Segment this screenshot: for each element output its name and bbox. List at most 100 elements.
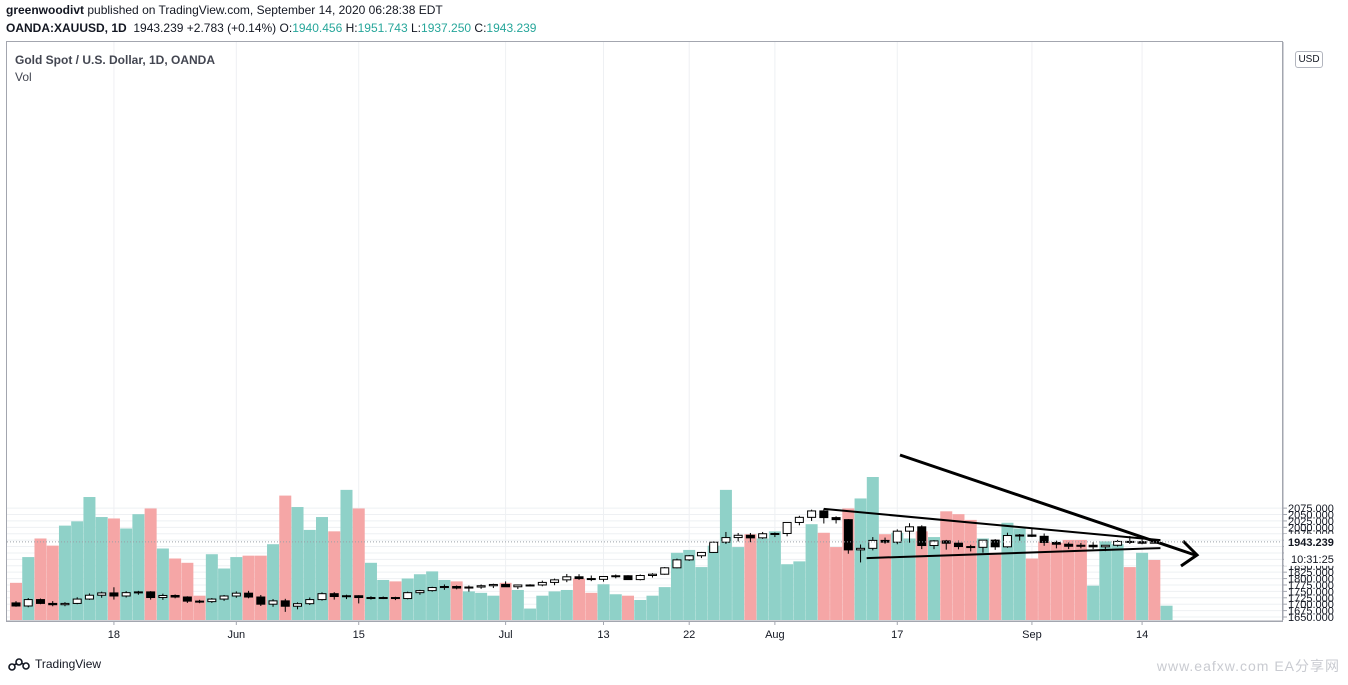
open-label: O: <box>279 21 293 35</box>
candle-down <box>745 534 755 539</box>
volume-bar <box>462 591 475 620</box>
candle-up <box>550 579 560 583</box>
candle-up <box>488 583 498 587</box>
volume-bar <box>328 531 341 620</box>
volume-bar <box>1013 528 1026 620</box>
volume-legend[interactable]: Vol <box>15 70 32 84</box>
candle-down <box>990 539 1000 548</box>
candle-down <box>623 575 633 581</box>
footer-brand[interactable]: TradingView <box>8 657 101 671</box>
volume-bar <box>670 552 683 620</box>
currency-button[interactable]: USD <box>1295 51 1323 68</box>
series-legend[interactable]: Gold Spot / U.S. Dollar, 1D, OANDA <box>15 53 216 67</box>
volume-bar <box>1136 552 1149 620</box>
volume-bar <box>1074 539 1087 620</box>
volume-bar <box>976 538 989 620</box>
volume-bar <box>658 587 671 620</box>
candle-up <box>378 597 388 600</box>
candle-up <box>868 539 878 549</box>
candle-down <box>917 526 927 547</box>
volume-bar <box>781 564 794 620</box>
bar-countdown: 10:31:25 <box>1291 554 1334 566</box>
volume-bar <box>817 532 830 620</box>
price-tick-label: 1725.000 <box>1288 593 1334 605</box>
candle-up <box>905 526 915 532</box>
candle-up <box>207 598 217 603</box>
candle-down <box>146 591 156 599</box>
candle-up <box>1015 534 1025 537</box>
volume-bar <box>964 519 977 620</box>
price-tick-label: 2025.000 <box>1288 516 1334 528</box>
volume-bar <box>169 558 182 620</box>
volume-bar <box>242 555 255 620</box>
volume-bar <box>205 554 218 620</box>
time-tick-label: 13 <box>597 629 609 641</box>
time-tick-label: Sep <box>1022 629 1042 641</box>
volume-bar <box>364 562 377 620</box>
candle-up <box>721 537 731 543</box>
candle-down <box>831 517 841 521</box>
candle-down <box>170 594 180 598</box>
candle-down <box>354 595 364 599</box>
candle-down <box>366 597 376 600</box>
volume-bar <box>303 529 316 620</box>
last-price-badge <box>1284 533 1344 566</box>
price-tick-label: 1825.000 <box>1288 567 1334 579</box>
candle-down <box>1051 541 1061 545</box>
volume-bar <box>928 537 940 620</box>
volume-bar <box>1025 558 1038 620</box>
volume-bar <box>352 508 365 620</box>
publish-line: greenwoodivt published on TradingView.co… <box>6 3 443 17</box>
volume-bar <box>560 589 573 620</box>
volume-bar <box>940 511 953 620</box>
volume-bar <box>744 534 757 620</box>
time-tick-label: 17 <box>891 629 903 641</box>
volume-bar <box>487 595 500 620</box>
high-label: H: <box>345 21 358 35</box>
volume-bar <box>622 595 634 620</box>
candle-up <box>97 592 107 596</box>
candle-down <box>1137 541 1147 544</box>
candle-up <box>1002 535 1012 548</box>
volume-bar <box>1087 585 1100 620</box>
candle-up <box>293 603 303 607</box>
candle-up <box>807 510 817 518</box>
candle-up <box>696 551 706 557</box>
volume-bar <box>695 567 708 620</box>
price-tick-label: 2075.000 <box>1288 503 1334 515</box>
author-name[interactable]: greenwoodivt <box>6 3 85 17</box>
volume-bar <box>499 582 512 620</box>
last-price-label: 1943.239 <box>1288 537 1334 549</box>
volume-bar <box>732 547 745 620</box>
volume-bar <box>585 592 598 620</box>
chart-frame <box>6 41 1283 622</box>
volume-bar <box>1148 559 1161 620</box>
price-tick-label: 1800.000 <box>1288 574 1334 586</box>
volume-bar <box>1123 567 1136 620</box>
volume-bar <box>609 594 622 620</box>
symbol-name: OANDA:XAUUSD, 1D <box>6 21 127 35</box>
candle-up <box>770 532 780 535</box>
volume-bar <box>413 574 426 620</box>
candle-up <box>758 533 768 539</box>
time-tick-label: 22 <box>683 629 695 641</box>
volume-bar <box>683 549 696 620</box>
candle-up <box>60 602 70 606</box>
volume-bar <box>279 495 292 620</box>
candle-up <box>1100 544 1110 548</box>
candle-down <box>329 593 339 598</box>
volume-bar <box>891 532 904 620</box>
volume-bar <box>181 562 194 620</box>
candle-down <box>1027 534 1037 537</box>
volume-bar <box>511 589 524 620</box>
candle-down <box>244 592 254 598</box>
volume-bar <box>524 608 537 620</box>
time-tick-label: 15 <box>353 629 365 641</box>
volume-bar <box>377 579 390 620</box>
candle-up <box>84 594 94 600</box>
volume-bar <box>536 595 549 620</box>
candle-up <box>794 516 804 523</box>
candle-up <box>476 585 486 588</box>
price-tick-label: 2050.000 <box>1288 510 1334 522</box>
